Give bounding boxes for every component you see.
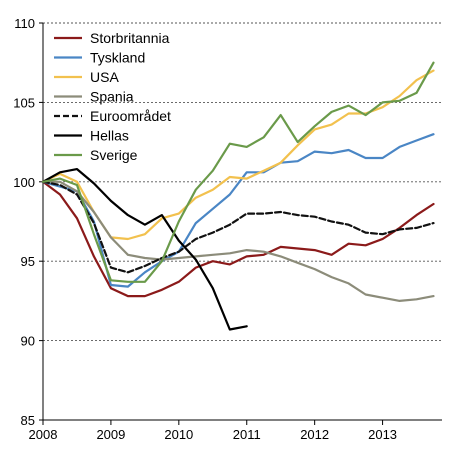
series-line-euroomr-det (41, 180, 435, 274)
series-line-hellas (41, 168, 248, 331)
x-tick-label: 2012 (300, 427, 329, 442)
legend: Storbritannia Tyskland USA Spania Euroområde… (54, 30, 171, 163)
series-line-sverige (41, 61, 435, 283)
legend-label-tyskland: Tyskland (90, 50, 145, 66)
x-tick-label: 2008 (29, 427, 58, 442)
legend-label-storbritannia: Storbritannia (90, 30, 170, 46)
y-tick-labels: 85 90 95 100 105 110 (13, 16, 35, 428)
y-tick-label: 95 (21, 254, 35, 269)
x-tick-label: 2013 (368, 427, 397, 442)
y-tick-label: 90 (21, 334, 35, 349)
x-tick-label: 2011 (233, 427, 261, 442)
x-tick-labels: 2008 2009 2010 2011 2012 2013 (29, 427, 397, 442)
legend-label-hellas: Hellas (90, 128, 129, 144)
legend-label-spania: Spania (90, 89, 134, 105)
series-line-storbritannia (41, 180, 435, 298)
y-tick-label: 110 (14, 16, 35, 31)
series-lines (41, 61, 435, 331)
legend-label-euroomr-det: Euroområdet (90, 108, 171, 124)
y-tick-label: 85 (21, 413, 35, 428)
series-line-spania (41, 180, 435, 302)
axes (39, 22, 442, 425)
legend-label-usa: USA (90, 69, 119, 85)
x-tick-label: 2010 (164, 427, 193, 442)
gridlines (43, 22, 442, 342)
y-tick-label: 100 (13, 175, 35, 190)
y-tick-label: 105 (13, 95, 35, 110)
legend-label-sverige: Sverige (90, 147, 138, 163)
x-tick-label: 2009 (96, 427, 125, 442)
